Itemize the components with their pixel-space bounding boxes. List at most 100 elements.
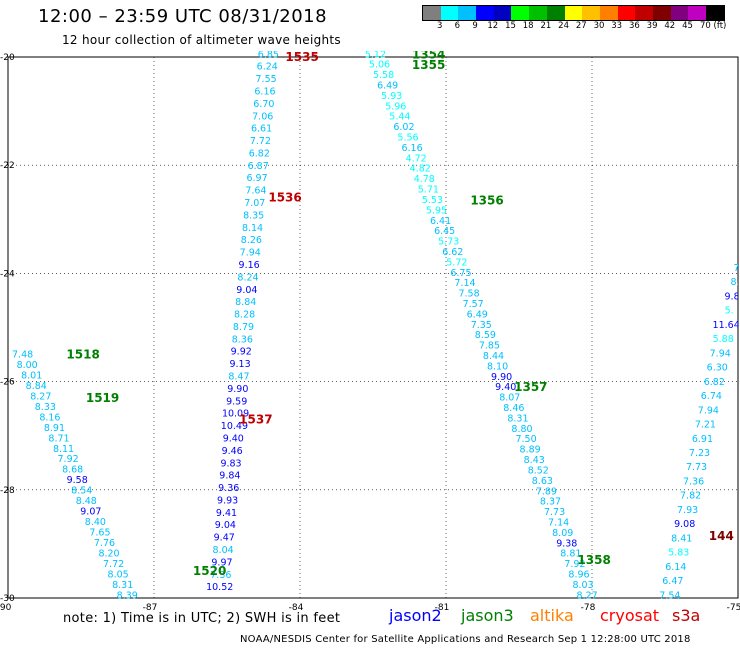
swh-value: 9.08 [674,519,695,530]
swh-value: 8.81 [560,549,581,560]
swh-value: 8.52 [528,465,549,476]
scale-swatch [617,6,636,20]
swh-value: 6.82 [249,148,270,159]
swh-value: 9.84 [219,471,240,482]
swh-value: 7.36 [210,570,231,581]
scale-label: 3 [436,21,443,31]
swh-value: 8.33 [35,402,56,413]
pass-number-label: 1355 [412,58,445,72]
pass-number-label: 1354 [412,47,445,61]
swh-value: 8.71 [48,433,69,444]
swh-value: 5.71 [418,185,439,196]
swh-value: 6.24 [257,62,278,73]
swh-value: 7.93 [677,505,698,516]
x-tick-label: -84 [289,603,304,613]
swh-value: 5.56 [397,133,418,144]
swh-value: 8.48 [76,496,97,507]
swh-value: 7.82 [680,491,701,502]
scale-swatch [564,6,583,20]
scale-swatch [529,6,547,20]
swh-value: 6.85 [258,49,279,60]
legend-item-altika: altika [530,606,574,625]
swh-value: 9.04 [236,285,257,296]
swh-value: 4.72 [406,153,427,164]
legend-item-s3a: s3a [672,606,701,625]
swh-value: 5.95 [426,205,447,216]
scale-label: 18 [522,21,534,31]
swh-value: 7.36 [683,476,704,487]
scale-swatch [599,6,618,20]
swh-value: 6.30 [707,363,728,374]
swh-value: 7.94 [698,405,719,416]
swh-value: 6.47 [662,576,683,587]
swh-value: 7.76 [94,538,115,549]
swh-value: 7.73 [544,507,565,518]
swh-value: 8.46 [503,403,524,414]
scale-label: 39 [646,21,658,31]
y-tick-label: -22 [0,161,15,171]
swh-value: 8.31 [507,413,528,424]
pass-number-label: 1536 [268,191,301,205]
swh-value: 7.85 [479,341,500,352]
swh-value: 8.44 [483,351,504,362]
swh-value: 8.04 [213,545,234,556]
swh-value: 7.94 [710,348,731,359]
swh-value: 9.83 [220,458,241,469]
swh-value: 6.41 [430,216,451,227]
swh-value: 9.90 [227,384,248,395]
scale-label: 45 [682,21,693,31]
scale-label: 27 [575,21,587,31]
swh-value: 5.83 [668,548,689,559]
swh-value: 8.40 [85,517,106,528]
swh-value: 7.58 [458,289,479,300]
swh-value: 7.23 [689,448,710,459]
swh-value: 6.45 [434,226,455,237]
swh-value: 6.14 [665,562,686,573]
swh-value: 6.97 [246,173,267,184]
swh-value: 9.8 [725,291,740,302]
swh-value: 8.01 [21,370,42,381]
x-tick-label: -87 [143,603,158,613]
swh-value: 7.92 [58,454,79,465]
swh-value: 8.26 [241,235,262,246]
swh-value: 9.47 [214,533,235,544]
x-tick-label: -81 [435,603,450,613]
y-tick-label: -28 [0,486,15,496]
map-subtitle: 12 hour collection of altimeter wave hei… [62,33,341,47]
swh-value: 7.89 [536,486,557,497]
scale-swatch [635,6,653,20]
swh-value: 7.94 [240,248,261,259]
swh-value: 6.87 [248,161,269,172]
map-frame [7,56,739,599]
scale-swatch [546,6,565,20]
swh-value: 9.40 [495,382,516,393]
swh-value: 8.84 [26,381,47,392]
scale-swatch [688,6,706,20]
swh-value: 7.55 [256,74,277,85]
swh-value: 6.75 [450,268,471,279]
pass-number-label: 1357 [514,380,547,394]
scale-swatch [511,6,530,20]
swh-value: 9.16 [239,260,260,271]
swh-value: 5.12 [365,49,386,60]
swh-value: 10.52 [206,582,233,593]
x-tick-label: -75 [727,603,740,613]
pass-number-label: 1358 [577,553,610,567]
scale-label: 70 (ft) [700,21,727,31]
swh-value: 7.14 [454,278,475,289]
swh-value: 9.59 [226,396,247,407]
pass-number-label: 1518 [66,348,99,362]
swh-value: 6.49 [467,309,488,320]
swh-value: 6.91 [692,434,713,445]
scale-swatch [670,6,689,20]
swh-value: 4.82 [410,164,431,175]
swh-value: 8.54 [71,486,92,497]
swh-value: 7.07 [244,198,265,209]
swh-value: 9.13 [229,359,250,370]
x-tick-label: -90 [0,603,12,613]
swh-value: 7.73 [686,462,707,473]
swh-value: 4.78 [414,174,435,185]
swh-value: 8.31 [112,580,133,591]
x-tick-label: -78 [581,603,596,613]
swh-value: 9.93 [217,495,238,506]
